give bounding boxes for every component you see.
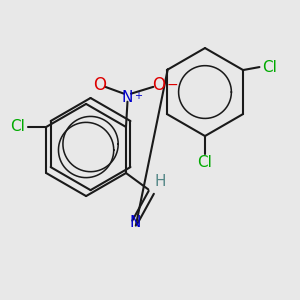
Text: N: N	[129, 214, 141, 230]
Text: O: O	[93, 76, 106, 94]
Text: Cl: Cl	[197, 155, 212, 170]
Text: H: H	[154, 175, 166, 190]
Text: +: +	[134, 91, 142, 101]
Text: −: −	[166, 77, 178, 92]
Text: Cl: Cl	[11, 119, 26, 134]
Text: Cl: Cl	[262, 60, 277, 75]
Text: N: N	[122, 90, 133, 105]
Text: O: O	[152, 76, 165, 94]
